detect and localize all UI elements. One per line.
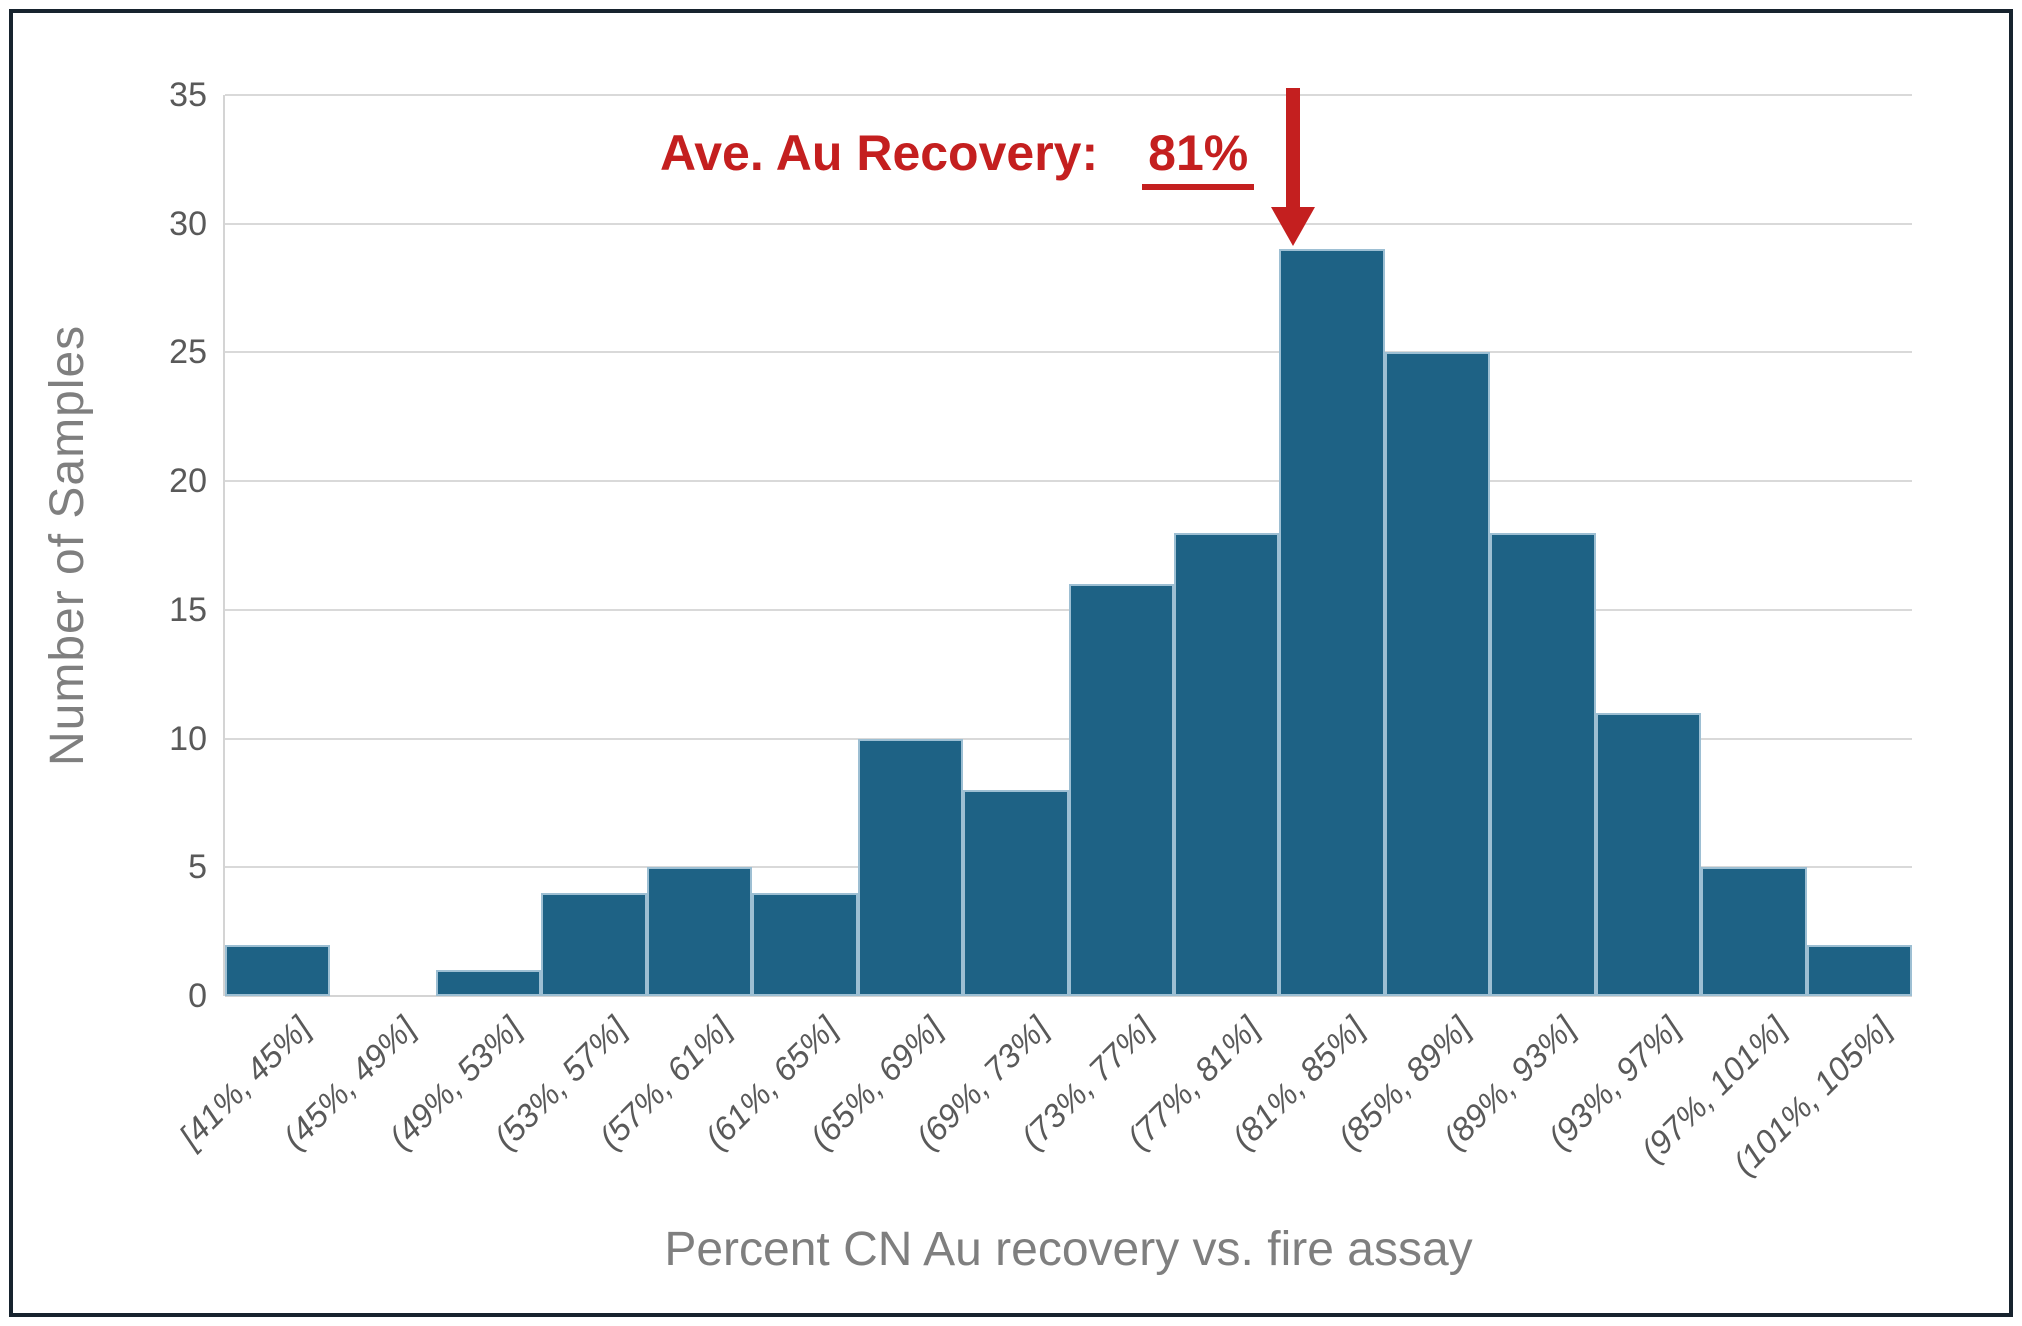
histogram-bar	[1173, 532, 1280, 996]
down-arrow-icon	[1271, 88, 1316, 246]
average-annotation: Ave. Au Recovery: 81%	[660, 124, 1255, 190]
x-axis-line	[225, 995, 1912, 997]
histogram-bar	[752, 893, 858, 996]
histogram-bar	[225, 944, 331, 996]
histogram-bar	[1068, 584, 1174, 996]
y-tick-label: 30	[169, 204, 207, 243]
histogram-bar	[857, 738, 964, 996]
gridline	[225, 351, 1912, 354]
plot-area: 0 5 10 15 20 25 30 35 [41%, 45%] (45%, 49%] (49%, …	[169, 76, 1912, 1182]
annotation-label: Ave. Au Recovery:	[660, 125, 1099, 181]
x-axis-title: Percent CN Au recovery vs. fire assay	[664, 1223, 1473, 1276]
histogram-bar	[1384, 352, 1491, 996]
histogram-bar	[1701, 867, 1807, 996]
y-tick-label: 15	[169, 590, 207, 629]
gridline	[225, 94, 1912, 96]
gridline	[225, 222, 1912, 225]
histogram-bar	[963, 790, 1069, 996]
histogram-bar	[1806, 944, 1912, 996]
histogram-bar	[1490, 532, 1596, 996]
histogram-bar	[435, 970, 542, 996]
y-tick-label: 25	[169, 333, 207, 372]
y-tick-label: 35	[169, 76, 207, 114]
gridline	[225, 480, 1912, 483]
y-tick-label: 5	[188, 848, 207, 887]
y-tick-label: 20	[169, 462, 207, 501]
y-axis-line	[223, 95, 225, 996]
y-tick-label: 10	[169, 719, 207, 758]
histogram-bar	[541, 893, 647, 996]
y-axis-title: Number of Samples	[41, 324, 94, 767]
histogram-bar	[1279, 249, 1385, 996]
histogram-bar	[646, 867, 753, 996]
y-tick-label: 0	[188, 977, 207, 1015]
histogram-bar	[1595, 712, 1702, 996]
annotation-value: 81%	[1142, 125, 1255, 190]
